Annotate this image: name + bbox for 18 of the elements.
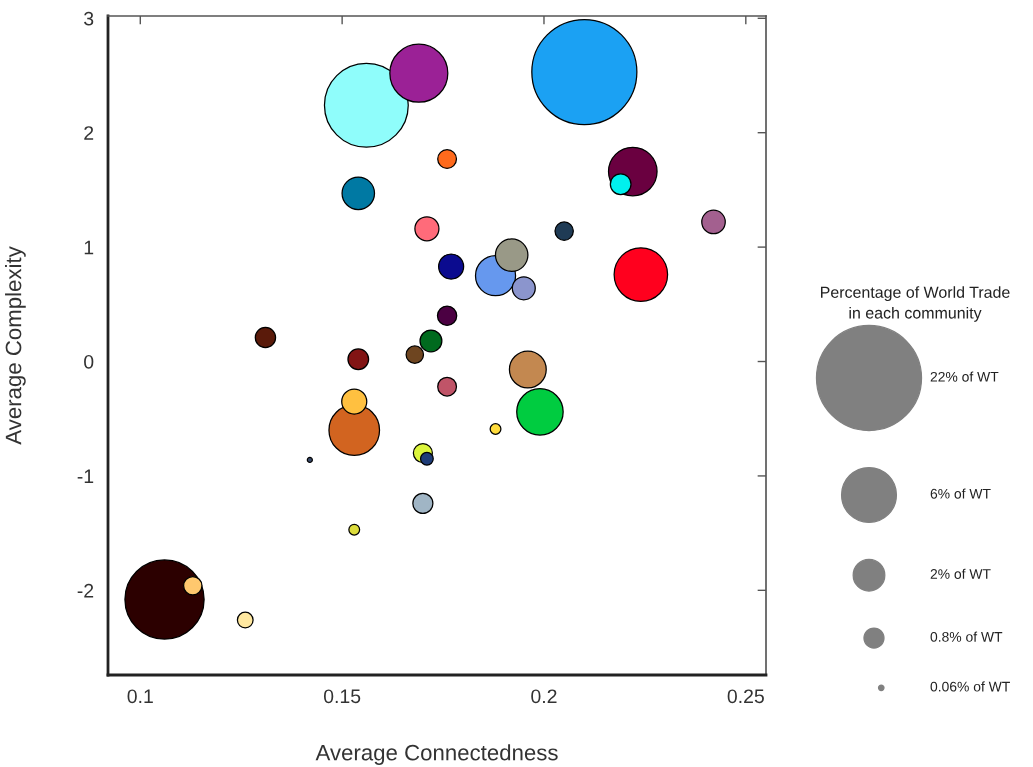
y-tick-label: -1 <box>77 469 94 483</box>
x-tick-label: 0.2 <box>531 689 557 704</box>
y-tick-label: -2 <box>77 583 94 598</box>
y-axis-title: Average Complexity <box>5 246 26 445</box>
legend-label: 6% of WT <box>930 488 991 499</box>
legend-label: 0.06% of WT <box>930 681 1010 692</box>
legend-title: Percentage of World Trade in each community <box>821 286 1010 322</box>
x-tick-label: 0.25 <box>727 689 764 704</box>
y-tick-label: 2 <box>84 126 94 140</box>
y-tick-label: 1 <box>84 240 94 255</box>
y-tick-label: 0 <box>84 354 94 369</box>
legend-label: 2% of WT <box>930 568 991 579</box>
x-tick-label: 0.1 <box>127 689 153 704</box>
y-tick-label: 3 <box>84 11 94 26</box>
legend-label: 0.8% of WT <box>930 631 1003 642</box>
legend-label: 22% of WT <box>930 371 999 382</box>
x-tick-label: 0.15 <box>323 689 361 704</box>
x-axis-title: Average Connectedness <box>315 744 558 765</box>
